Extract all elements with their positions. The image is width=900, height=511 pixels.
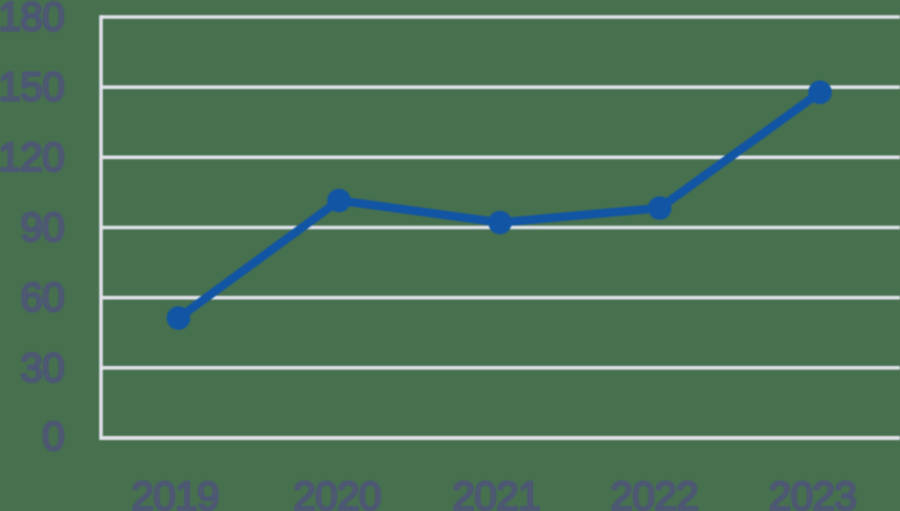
svg-text:120: 120 <box>0 134 64 180</box>
svg-text:150: 150 <box>0 64 64 110</box>
svg-text:2020: 2020 <box>293 473 381 511</box>
svg-text:2019: 2019 <box>131 473 219 511</box>
svg-text:180: 180 <box>0 0 64 40</box>
svg-text:2022: 2022 <box>610 473 698 511</box>
svg-text:60: 60 <box>20 274 64 320</box>
svg-text:90: 90 <box>20 204 64 250</box>
svg-text:2023: 2023 <box>769 473 857 511</box>
svg-text:30: 30 <box>20 344 64 390</box>
svg-text:0: 0 <box>42 413 64 459</box>
svg-text:2021: 2021 <box>452 473 540 511</box>
